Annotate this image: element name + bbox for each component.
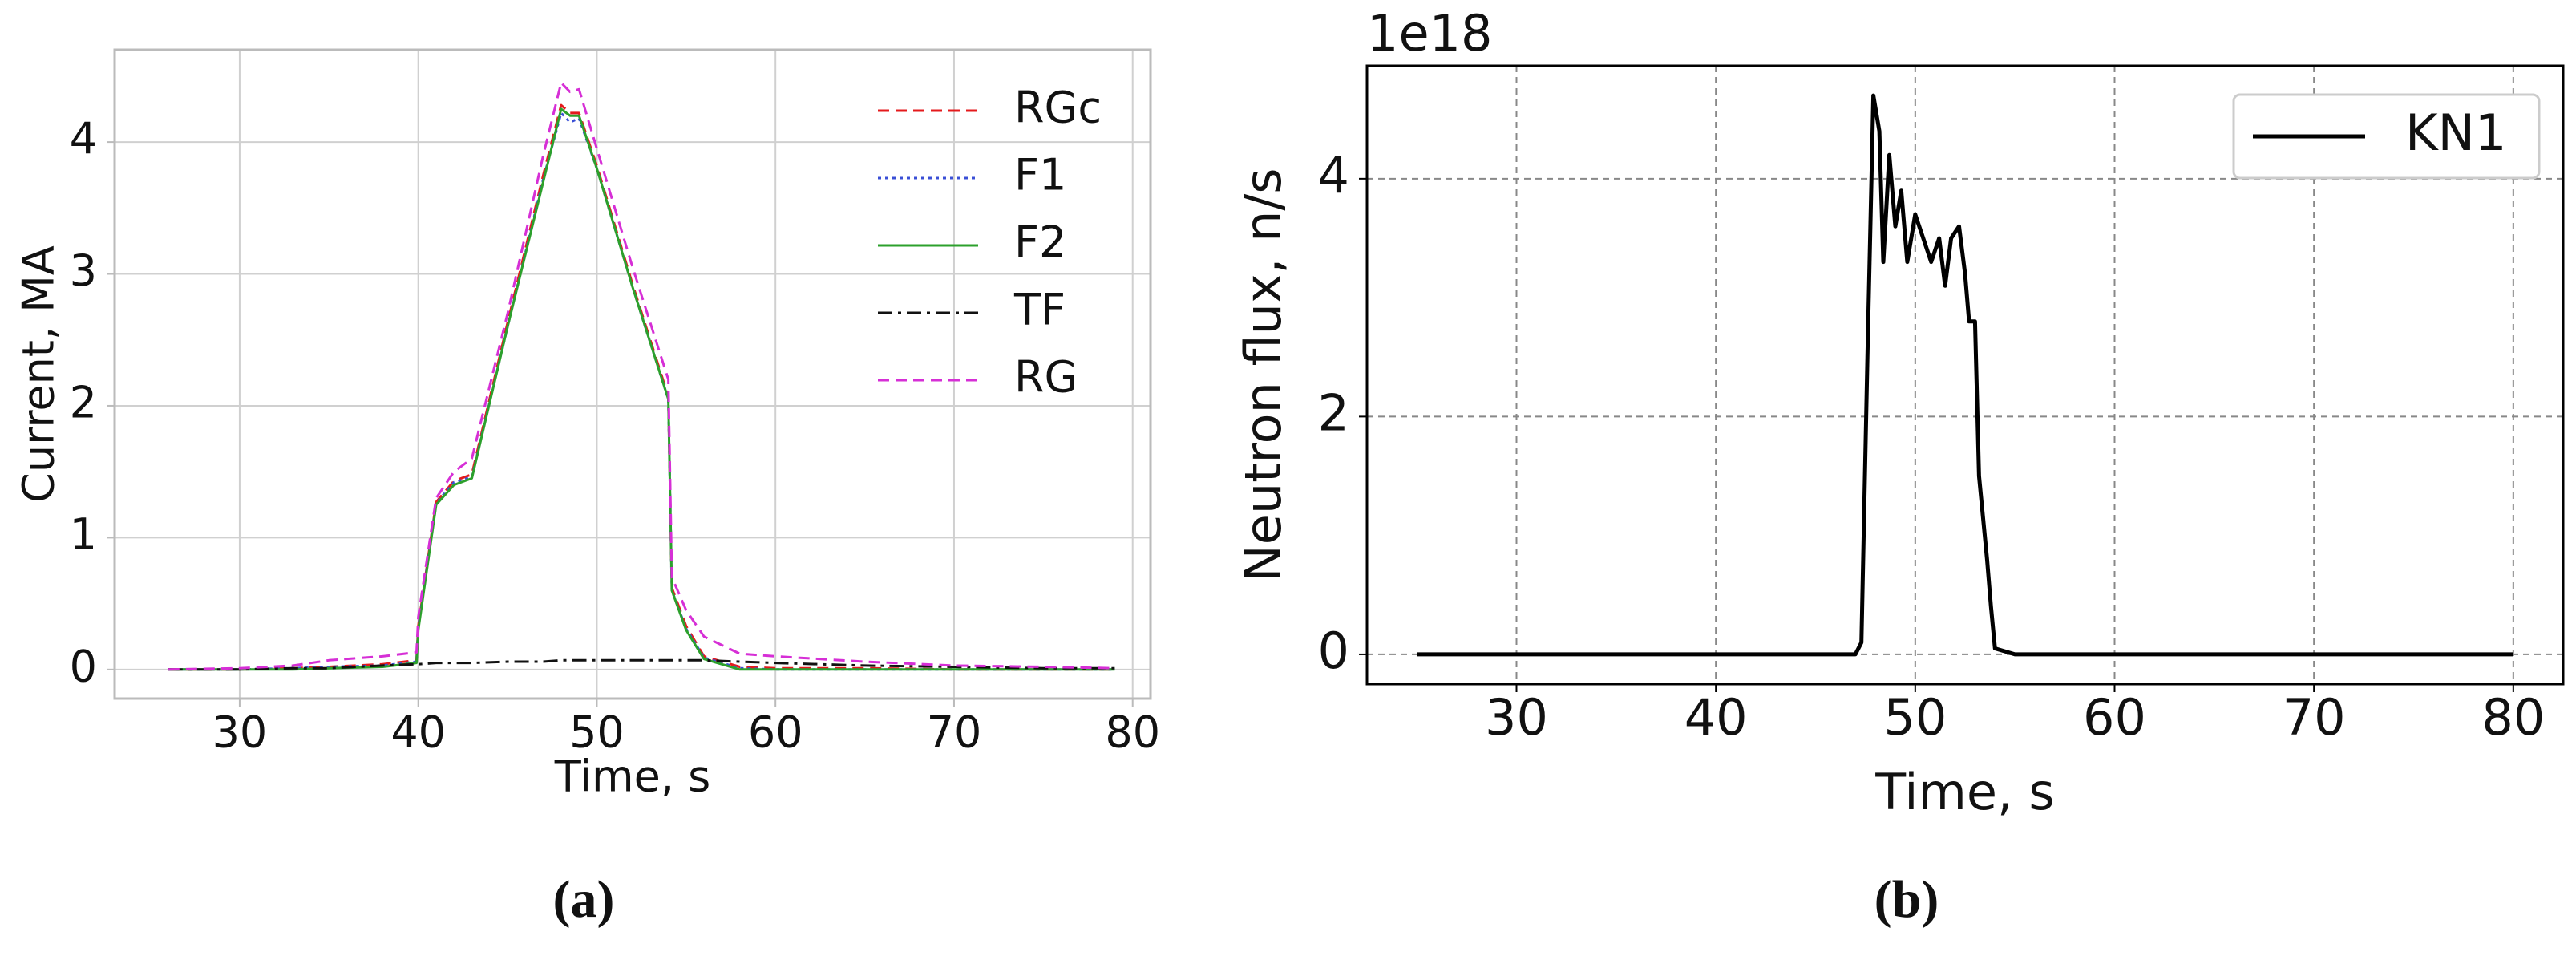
x-tick-label: 30 <box>1485 688 1548 747</box>
y-tick-label: 4 <box>1318 146 1349 205</box>
legend-label: RGc <box>1014 83 1102 133</box>
x-axis-label: Time, s <box>1874 763 2054 821</box>
x-tick-label: 70 <box>927 707 982 758</box>
series-line <box>168 111 1115 671</box>
legend-label: RG <box>1014 352 1078 403</box>
y-tick-label: 3 <box>70 245 97 296</box>
y-tick-label: 2 <box>1318 383 1349 442</box>
legend-label: KN1 <box>2405 103 2506 162</box>
series-line <box>168 103 1115 671</box>
legend-label: F2 <box>1014 217 1066 268</box>
y-axis-label: Current, MA <box>14 245 64 503</box>
y-tick-label: 4 <box>70 114 97 164</box>
axis-offset-label: 1e18 <box>1367 4 1492 63</box>
legend-label: TF <box>1013 285 1066 335</box>
y-tick-label: 0 <box>70 641 97 691</box>
x-tick-label: 60 <box>748 707 803 758</box>
y-tick-label: 2 <box>70 378 97 428</box>
x-tick-label: 80 <box>2481 688 2545 747</box>
x-tick-label: 40 <box>390 707 446 758</box>
x-tick-label: 50 <box>1883 688 1947 747</box>
x-tick-label: 60 <box>2083 688 2146 747</box>
plot-frame <box>1365 64 2565 686</box>
plot-frame <box>113 48 1152 700</box>
y-tick-label: 1 <box>70 509 97 560</box>
series-line <box>168 107 1115 671</box>
x-tick-label: 50 <box>569 707 625 758</box>
x-tick-label: 30 <box>212 707 268 758</box>
legend-label: F1 <box>1014 150 1066 201</box>
x-tick-label: 40 <box>1684 688 1748 747</box>
caption: (a) <box>553 870 615 929</box>
series-line <box>168 81 1115 671</box>
legend-frame <box>2232 93 2541 180</box>
series-line <box>1417 93 2513 657</box>
x-axis-label: Time, s <box>554 751 711 802</box>
caption: (b) <box>1874 870 1939 929</box>
x-tick-label: 70 <box>2283 688 2346 747</box>
y-tick-label: 0 <box>1318 622 1349 680</box>
y-axis-label: Neutron flux, n/s <box>1234 168 1292 581</box>
x-tick-label: 80 <box>1105 707 1160 758</box>
